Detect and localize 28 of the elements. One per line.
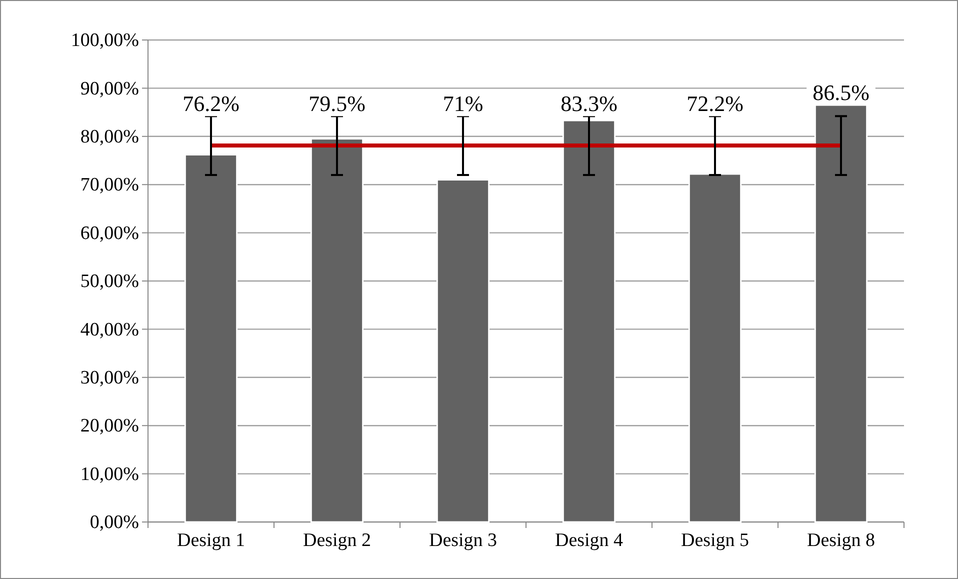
- y-tick-label: 0,00%: [90, 512, 140, 534]
- bar: [184, 154, 238, 523]
- bar: [310, 138, 364, 523]
- y-tick-label: 100,00%: [70, 30, 140, 52]
- x-tick-label: Design 5: [680, 530, 750, 551]
- data-label: 86.5%: [812, 80, 870, 106]
- data-label: 76.2%: [182, 91, 240, 116]
- y-tick-label: 60,00%: [80, 222, 140, 244]
- x-tick-label: Design 4: [554, 530, 624, 551]
- bar: [688, 173, 742, 523]
- bar: [436, 179, 490, 523]
- x-tick-label: Design 1: [176, 530, 246, 551]
- y-tick-label: 80,00%: [80, 126, 140, 148]
- y-tick-label: 30,00%: [80, 367, 140, 388]
- y-tick-label: 90,00%: [80, 78, 140, 100]
- y-tick-label: 20,00%: [80, 416, 140, 437]
- x-tick-label: Design 8: [806, 530, 876, 551]
- bar: [562, 120, 616, 523]
- data-label: 83.3%: [560, 91, 618, 116]
- y-tick-label: 50,00%: [80, 271, 140, 292]
- data-label: 79.5%: [308, 91, 366, 116]
- data-label: 71%: [442, 91, 484, 116]
- data-label: 72.2%: [686, 91, 744, 116]
- x-tick-label: Design 2: [302, 530, 372, 551]
- x-tick-label: Design 3: [428, 530, 498, 551]
- y-tick-label: 70,00%: [80, 174, 140, 196]
- y-tick-label: 10,00%: [80, 464, 140, 485]
- y-tick-label: 40,00%: [80, 319, 140, 340]
